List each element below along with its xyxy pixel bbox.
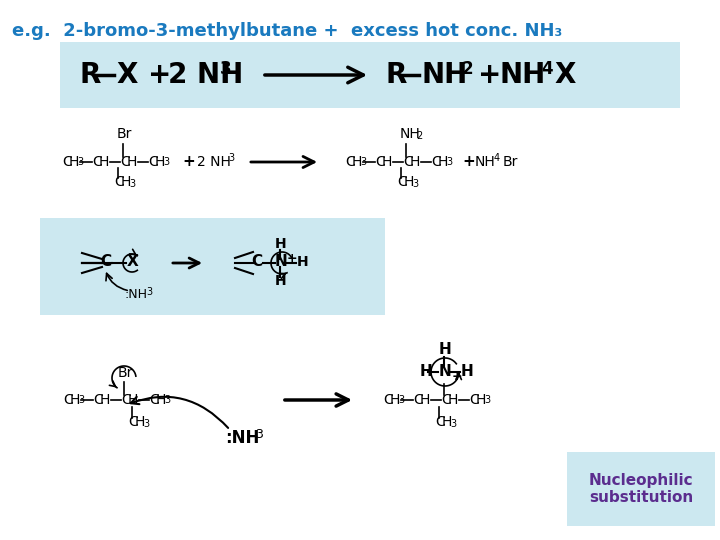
FancyBboxPatch shape bbox=[40, 218, 385, 315]
Text: :NH: :NH bbox=[124, 288, 147, 301]
Text: H: H bbox=[127, 155, 138, 169]
Text: 3: 3 bbox=[146, 287, 152, 297]
Text: C: C bbox=[92, 155, 102, 169]
Text: 3: 3 bbox=[163, 157, 169, 167]
Text: C: C bbox=[120, 155, 130, 169]
Text: 4: 4 bbox=[494, 153, 500, 163]
Text: NH: NH bbox=[475, 155, 496, 169]
Text: 3: 3 bbox=[255, 428, 263, 441]
Text: H: H bbox=[476, 393, 487, 407]
Text: C: C bbox=[431, 155, 441, 169]
Text: H: H bbox=[382, 155, 392, 169]
Text: 3: 3 bbox=[78, 395, 84, 405]
Text: NH: NH bbox=[500, 61, 546, 89]
Text: H: H bbox=[275, 237, 287, 251]
Text: C: C bbox=[121, 393, 131, 407]
Text: 3: 3 bbox=[360, 157, 366, 167]
Text: N: N bbox=[275, 254, 288, 269]
Text: H: H bbox=[100, 393, 110, 407]
Text: C: C bbox=[100, 254, 111, 269]
Text: H: H bbox=[448, 393, 459, 407]
Text: +: + bbox=[462, 154, 474, 170]
Text: Br: Br bbox=[117, 127, 132, 141]
Text: H: H bbox=[438, 155, 449, 169]
Text: H: H bbox=[410, 155, 420, 169]
Text: H: H bbox=[121, 175, 131, 189]
Text: 3: 3 bbox=[164, 395, 170, 405]
Text: C: C bbox=[251, 254, 262, 269]
Text: 3: 3 bbox=[446, 157, 452, 167]
Text: C: C bbox=[403, 155, 413, 169]
Text: H: H bbox=[128, 393, 138, 407]
Text: 2: 2 bbox=[416, 131, 422, 141]
Text: C: C bbox=[149, 393, 158, 407]
Text: C: C bbox=[435, 415, 445, 429]
Text: NH: NH bbox=[400, 127, 420, 141]
FancyBboxPatch shape bbox=[60, 42, 680, 108]
Text: H: H bbox=[461, 364, 474, 380]
Text: +: + bbox=[182, 154, 194, 170]
Text: H: H bbox=[439, 342, 451, 357]
Text: 4: 4 bbox=[541, 60, 553, 78]
Text: C: C bbox=[383, 393, 392, 407]
Text: H: H bbox=[420, 364, 433, 380]
Text: e.g.  2-bromo-3-methylbutane +  excess hot conc. NH₃: e.g. 2-bromo-3-methylbutane + excess hot… bbox=[12, 22, 562, 40]
Text: C: C bbox=[114, 175, 124, 189]
Text: H: H bbox=[352, 155, 362, 169]
Text: :NH: :NH bbox=[225, 429, 259, 447]
Text: X: X bbox=[127, 254, 139, 269]
Text: N: N bbox=[439, 364, 451, 380]
Text: 3: 3 bbox=[398, 395, 404, 405]
Text: 3: 3 bbox=[484, 395, 490, 405]
Text: +: + bbox=[452, 370, 463, 383]
Text: Br: Br bbox=[118, 366, 133, 380]
Text: C: C bbox=[345, 155, 355, 169]
Text: Nucleophilic
substitution: Nucleophilic substitution bbox=[589, 473, 693, 505]
Text: H: H bbox=[390, 393, 400, 407]
Text: 2 NH: 2 NH bbox=[197, 155, 231, 169]
Text: 2 NH: 2 NH bbox=[168, 61, 243, 89]
FancyBboxPatch shape bbox=[567, 452, 715, 526]
Text: NH: NH bbox=[421, 61, 467, 89]
Text: C: C bbox=[148, 155, 158, 169]
Text: X: X bbox=[116, 61, 138, 89]
Text: H: H bbox=[420, 393, 431, 407]
Text: Br: Br bbox=[503, 155, 518, 169]
Text: C: C bbox=[62, 155, 72, 169]
Text: 2: 2 bbox=[462, 60, 474, 78]
Text: H: H bbox=[156, 393, 166, 407]
Text: R: R bbox=[385, 61, 406, 89]
Text: C: C bbox=[413, 393, 423, 407]
Text: C: C bbox=[397, 175, 407, 189]
Text: C: C bbox=[93, 393, 103, 407]
Text: 3: 3 bbox=[228, 153, 234, 163]
Text: C: C bbox=[441, 393, 451, 407]
Text: 3: 3 bbox=[412, 179, 418, 189]
Text: H: H bbox=[404, 175, 415, 189]
Text: +: + bbox=[287, 252, 297, 265]
Text: H: H bbox=[297, 255, 309, 269]
Text: 3: 3 bbox=[143, 419, 149, 429]
Text: R: R bbox=[80, 61, 102, 89]
Text: H: H bbox=[275, 274, 287, 288]
Text: X: X bbox=[554, 61, 575, 89]
Text: 3: 3 bbox=[77, 157, 83, 167]
Text: 3: 3 bbox=[450, 419, 456, 429]
Text: H: H bbox=[442, 415, 452, 429]
Text: C: C bbox=[128, 415, 138, 429]
Text: C: C bbox=[63, 393, 73, 407]
Text: C: C bbox=[375, 155, 384, 169]
Text: H: H bbox=[99, 155, 109, 169]
Text: H: H bbox=[155, 155, 166, 169]
Text: H: H bbox=[69, 155, 79, 169]
Text: H: H bbox=[135, 415, 145, 429]
Text: +: + bbox=[478, 61, 501, 89]
Text: +: + bbox=[148, 61, 171, 89]
Text: H: H bbox=[70, 393, 81, 407]
Text: 3: 3 bbox=[220, 60, 232, 78]
Text: 3: 3 bbox=[129, 179, 135, 189]
Text: C: C bbox=[469, 393, 479, 407]
